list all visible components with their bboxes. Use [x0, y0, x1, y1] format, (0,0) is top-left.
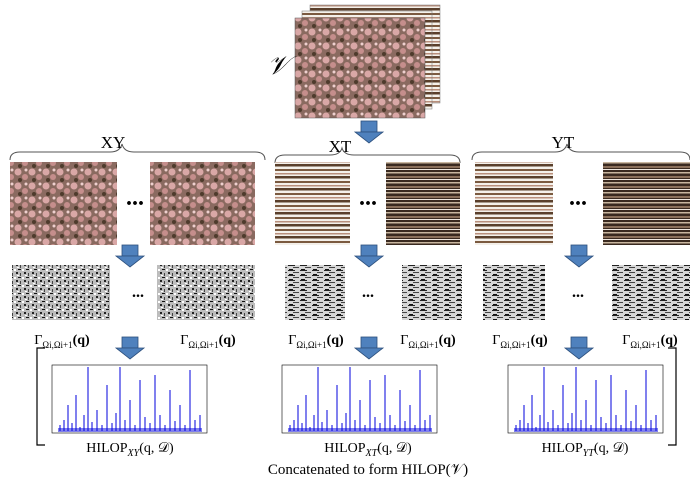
texture-map [157, 265, 255, 320]
texture-map [612, 265, 690, 320]
feature-subscript: Ωi,Ωi+1 [296, 340, 326, 350]
feature-argument: (q) [439, 333, 456, 348]
feature-label: ΓΩi,Ωi+1(q) [492, 333, 548, 350]
histogram-subscript: XT [365, 448, 379, 459]
feature-symbol: Γ [180, 333, 188, 348]
histogram [281, 364, 438, 434]
feature-symbol: Γ [400, 333, 408, 348]
histogram-argument: (q, 𝒟) [139, 441, 174, 456]
feature-symbol: Γ [492, 333, 500, 348]
texture-map [285, 265, 345, 320]
feature-label: ΓΩi,Ωi+1(q) [34, 333, 90, 350]
brace [274, 146, 461, 164]
feature-subscript: Ωi,Ωi+1 [408, 340, 438, 350]
ellipsis: ... [572, 284, 584, 301]
ellipsis: ... [132, 284, 144, 301]
texture-map [402, 265, 462, 320]
caption: Concatenated to form HILOP(𝒱) [268, 462, 468, 478]
ellipsis: ... [126, 185, 144, 211]
feature-symbol: Γ [34, 333, 42, 348]
feature-symbol: Γ [288, 333, 296, 348]
histogram-name: HILOP [86, 441, 127, 456]
yt-slice [603, 162, 690, 245]
texture-map [12, 265, 110, 320]
plane-label: XT [329, 137, 352, 156]
bracket [668, 347, 677, 446]
ellipsis: ... [569, 185, 587, 211]
xy-slice [10, 162, 117, 245]
feature-label: ΓΩi,Ωi+1(q) [400, 333, 456, 350]
feature-argument: (q) [219, 333, 236, 348]
histogram-argument: (q, 𝒟) [377, 441, 412, 456]
histogram-name: HILOP [324, 441, 365, 456]
feature-subscript: Ωi,Ωi+1 [630, 340, 660, 350]
ellipsis: ... [362, 284, 374, 301]
feature-subscript: Ωi,Ωi+1 [188, 340, 218, 350]
histogram-subscript: XY [127, 448, 141, 459]
brace [471, 143, 690, 161]
feature-argument: (q) [661, 333, 678, 348]
yt-slice [475, 162, 553, 245]
bracket [36, 347, 45, 446]
histogram [507, 364, 664, 434]
feature-subscript: Ωi,Ωi+1 [500, 340, 530, 350]
feature-symbol: Γ [622, 333, 630, 348]
arrow [354, 244, 384, 268]
video-volume [294, 4, 441, 119]
texture-map [483, 265, 545, 320]
brace [9, 143, 266, 161]
feature-label: ΓΩi,Ωi+1(q) [180, 333, 236, 350]
arrow [564, 244, 594, 268]
xy-slice [150, 162, 255, 245]
histogram-label: HILOPXT(q, 𝒟) [324, 441, 412, 459]
volume-label: 𝒱 [267, 51, 297, 80]
histogram-name: HILOP [542, 441, 583, 456]
feature-subscript: Ωi,Ωi+1 [42, 340, 72, 350]
feature-argument: (q) [73, 333, 90, 348]
plane-label: XY [101, 133, 126, 152]
histogram-subscript: YT [583, 448, 596, 459]
xt-slice [275, 162, 350, 245]
arrow [115, 244, 145, 268]
histogram-label: HILOPXY(q, 𝒟) [86, 441, 174, 459]
feature-label: ΓΩi,Ωi+1(q) [288, 333, 344, 350]
feature-label: ΓΩi,Ωi+1(q) [622, 333, 678, 350]
arrow [354, 120, 384, 144]
histogram [51, 364, 208, 434]
histogram-argument: (q, 𝒟) [594, 441, 629, 456]
xt-slice [386, 162, 460, 245]
feature-argument: (q) [531, 333, 548, 348]
arrow [115, 336, 145, 360]
feature-argument: (q) [327, 333, 344, 348]
plane-label: YT [552, 133, 575, 152]
arrow [354, 336, 384, 360]
arrow [564, 336, 594, 360]
histogram-label: HILOPYT(q, 𝒟) [542, 441, 629, 459]
ellipsis: ... [359, 185, 377, 211]
